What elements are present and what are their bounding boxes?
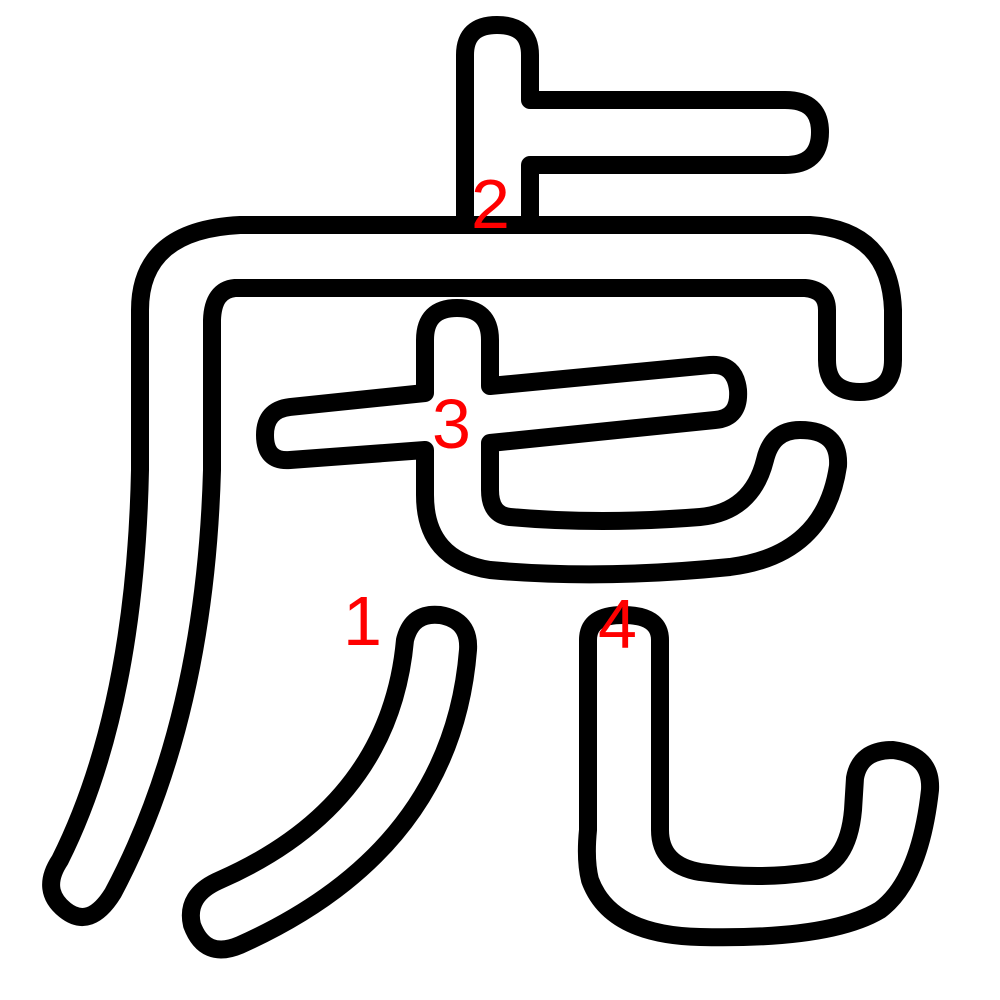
stroke-number-2: 2 (471, 165, 510, 243)
stroke-number-4: 4 (598, 585, 637, 663)
stroke-inner-seven (256, 299, 848, 584)
stroke-left-leg (181, 605, 478, 959)
stroke-right-leg (577, 606, 940, 947)
stroke-top-cross (456, 16, 829, 239)
stroke-outer-frame (42, 216, 902, 926)
stroke-number-1: 1 (343, 582, 382, 660)
stroke-number-3: 3 (432, 385, 471, 463)
